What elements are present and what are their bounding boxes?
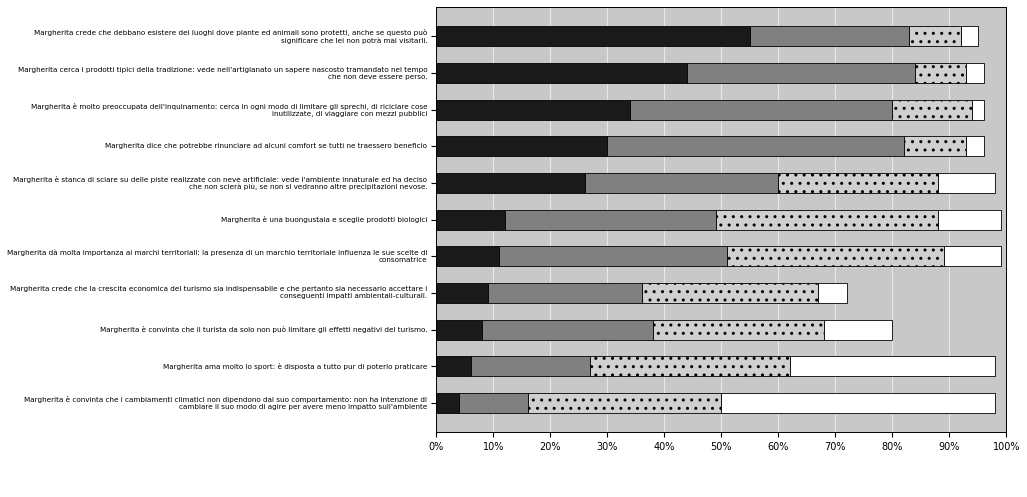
Bar <box>528 393 721 413</box>
Bar <box>904 136 966 157</box>
Bar <box>436 136 607 157</box>
Bar <box>966 63 984 83</box>
Bar <box>488 283 642 303</box>
Bar <box>436 173 584 193</box>
Bar <box>721 393 995 413</box>
Bar <box>436 320 482 340</box>
Bar <box>915 63 966 83</box>
Bar <box>436 283 488 303</box>
Bar <box>591 356 790 376</box>
Bar <box>960 26 978 46</box>
Bar <box>727 246 944 266</box>
Bar <box>436 63 687 83</box>
Bar <box>436 26 750 46</box>
Bar <box>716 210 938 230</box>
Bar <box>482 320 653 340</box>
Bar <box>436 210 505 230</box>
Bar <box>436 356 470 376</box>
Bar <box>973 99 984 120</box>
Bar <box>819 283 846 303</box>
Bar <box>499 246 727 266</box>
Bar <box>584 173 778 193</box>
Bar <box>778 173 938 193</box>
Bar <box>687 63 915 83</box>
Bar <box>750 26 910 46</box>
Bar <box>653 320 824 340</box>
Bar <box>910 26 960 46</box>
Bar <box>607 136 904 157</box>
Bar <box>966 136 984 157</box>
Bar <box>892 99 973 120</box>
Bar <box>790 356 995 376</box>
Bar <box>436 99 631 120</box>
Bar <box>470 356 591 376</box>
Bar <box>459 393 528 413</box>
Bar <box>824 320 892 340</box>
Bar <box>642 283 819 303</box>
Bar <box>938 210 1000 230</box>
Bar <box>505 210 716 230</box>
Bar <box>436 393 459 413</box>
Bar <box>938 173 995 193</box>
Bar <box>631 99 892 120</box>
Bar <box>944 246 1000 266</box>
Bar <box>436 246 499 266</box>
